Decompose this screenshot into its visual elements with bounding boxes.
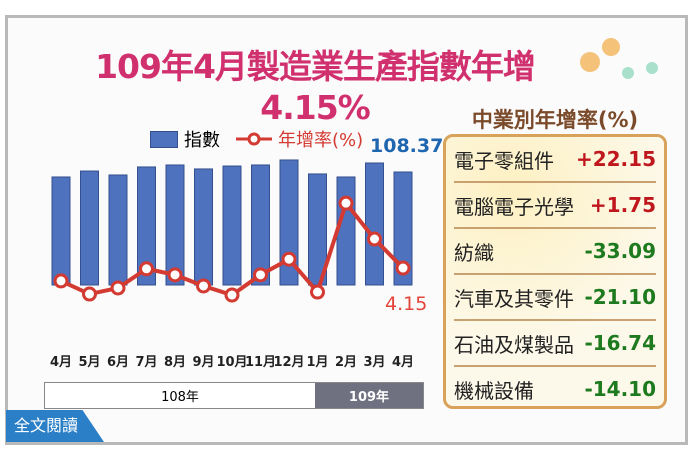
bar-4: [165, 164, 185, 286]
page-title: 109年4月製造業生產指數年增4.15%: [95, 47, 536, 127]
growth-point-4: [167, 267, 183, 283]
industry-name: 石油及煤製品: [454, 332, 574, 357]
last-growth-label: 4.15: [385, 293, 428, 315]
year-108: 108年: [45, 383, 315, 408]
growth-point-1: [82, 286, 97, 302]
growth-point-2: [110, 280, 126, 296]
bar-10: [336, 176, 356, 286]
x-tick-label: 7月: [135, 355, 157, 370]
industry-name: 電子零組件: [454, 148, 554, 173]
bar-0: [51, 176, 71, 286]
last-index-label: 108.37: [370, 135, 444, 157]
bar-12: [393, 171, 413, 286]
industry-table: 電子零組件 +22.15 電腦電子光學 +1.75 紡織 -33.09 汽車及其零件 -21.…: [443, 134, 667, 409]
bar-7: [251, 164, 270, 286]
x-tick-label: 9月: [192, 355, 214, 370]
growth-point-3: [139, 261, 154, 277]
industry-row: 電腦電子光學 +1.75: [454, 183, 656, 229]
x-tick-label: 5月: [78, 355, 100, 370]
bar-1: [80, 170, 99, 286]
bar-6: [222, 165, 242, 286]
growth-point-8: [281, 251, 297, 267]
growth-point-10: [338, 195, 354, 211]
industry-value: -21.10: [584, 285, 656, 309]
flower-decoration-icon: [580, 52, 600, 72]
bar-2: [108, 174, 128, 286]
industry-value: -16.74: [584, 331, 656, 355]
legend-index: 指數: [184, 130, 220, 151]
industry-value: +1.75: [589, 193, 656, 217]
x-tick-label: 4月: [392, 355, 414, 370]
industry-value: -33.09: [584, 239, 656, 263]
growth-point-12: [395, 260, 411, 276]
industry-name: 汽車及其零件: [454, 286, 574, 311]
x-tick-label: 8月: [164, 355, 186, 370]
industry-row: 石油及煤製品 -16.74: [454, 321, 656, 367]
industry-row: 機械設備 -14.10: [454, 367, 656, 411]
x-tick-label: 4月: [50, 355, 72, 370]
industry-value: +22.15: [575, 147, 656, 171]
x-tick-label: 12月: [273, 355, 304, 370]
industry-row: 紡織 -33.09: [454, 229, 656, 275]
industry-row: 電子零組件 +22.15: [454, 137, 656, 183]
x-tick-label: 6月: [107, 355, 129, 370]
read-more-button[interactable]: 全文閱讀: [6, 410, 104, 442]
industry-row: 汽車及其零件 -21.10: [454, 275, 656, 321]
x-tick-label: 1月: [306, 355, 328, 370]
growth-point-7: [253, 267, 268, 283]
x-tick-label: 11月: [245, 355, 276, 370]
flower-decoration-icon: [602, 38, 620, 56]
chart-legend: 指數 年增率(%): [150, 126, 363, 152]
industry-name: 電腦電子光學: [454, 194, 574, 219]
growth-point-5: [196, 278, 211, 294]
legend-line-marker-icon: [236, 132, 272, 146]
bar-3: [137, 166, 156, 286]
growth-point-11: [367, 231, 382, 247]
growth-point-0: [53, 273, 69, 289]
industry-name: 機械設備: [454, 378, 534, 403]
flower-decoration-icon: [622, 67, 634, 79]
industry-title: 中業別年增率(%): [471, 108, 639, 132]
bar-5: [194, 168, 213, 286]
legend-bar-swatch: [150, 130, 178, 148]
x-tick-label: 2月: [335, 355, 357, 370]
year-bar: 108年 109年: [44, 382, 424, 409]
x-tick-label: 3月: [363, 355, 385, 370]
x-tick-label: 10月: [216, 355, 247, 370]
industry-value: -14.10: [584, 377, 656, 401]
bar-11: [365, 162, 384, 286]
industry-name: 紡織: [454, 240, 494, 265]
legend-growth: 年增率(%): [278, 130, 364, 151]
growth-point-6: [224, 287, 240, 303]
flower-decoration-icon: [646, 62, 658, 74]
year-109: 109年: [315, 383, 423, 408]
growth-point-9: [310, 284, 325, 300]
